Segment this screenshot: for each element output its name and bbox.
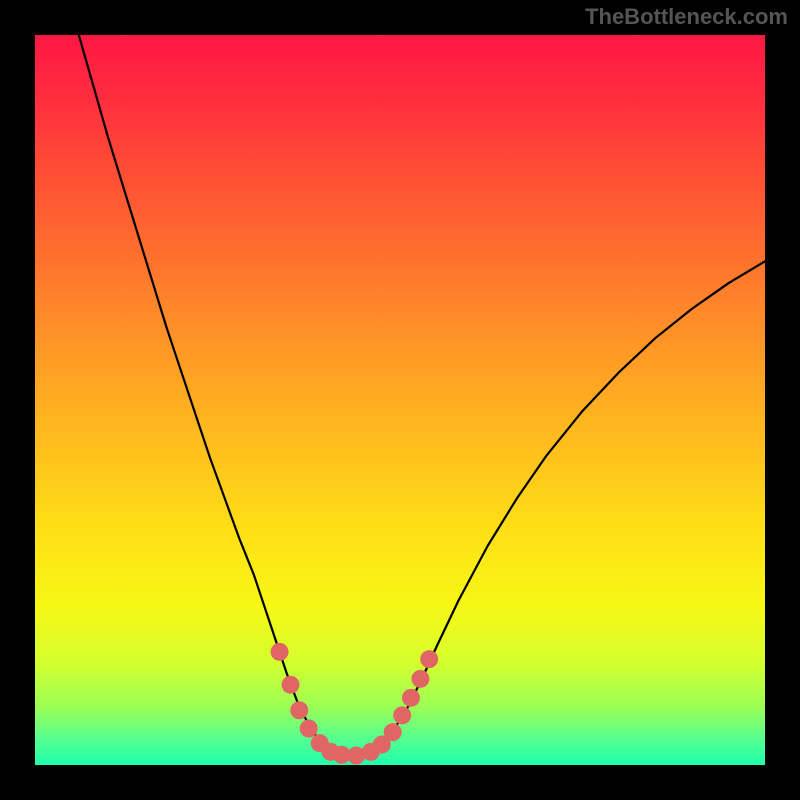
marker-dot xyxy=(420,650,438,668)
chart-container: TheBottleneck.com xyxy=(0,0,800,800)
marker-dot xyxy=(411,670,429,688)
marker-group xyxy=(271,643,439,765)
marker-dot xyxy=(384,723,402,741)
marker-dot xyxy=(402,689,420,707)
watermark-text: TheBottleneck.com xyxy=(585,4,788,30)
marker-dot xyxy=(290,701,308,719)
marker-dot xyxy=(282,676,300,694)
curve-layer xyxy=(35,35,765,765)
marker-dot xyxy=(393,706,411,724)
marker-dot xyxy=(271,643,289,661)
marker-dot xyxy=(300,720,318,738)
bottleneck-curve xyxy=(79,35,765,756)
plot-area xyxy=(35,35,765,765)
